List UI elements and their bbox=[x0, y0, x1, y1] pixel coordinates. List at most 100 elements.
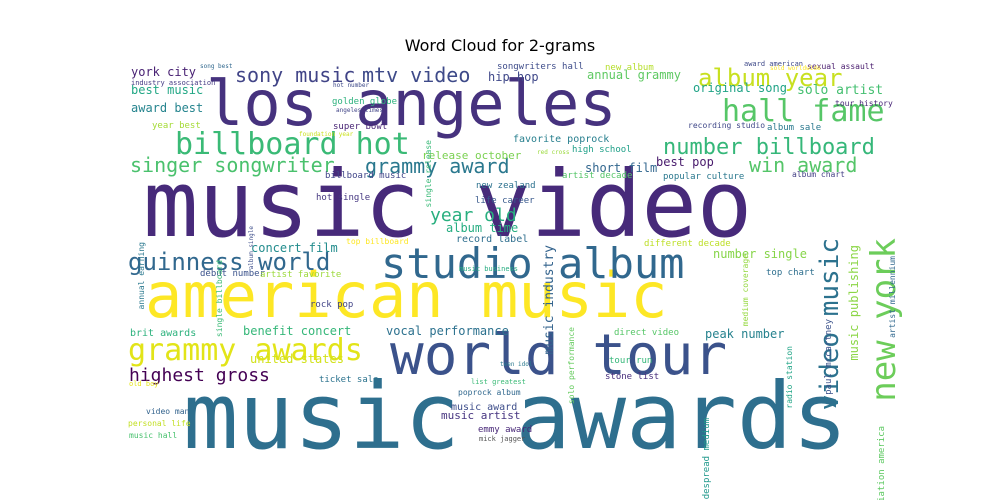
word-music-award: music award bbox=[451, 402, 517, 413]
word-world-tour: world tour bbox=[390, 323, 727, 388]
word-billboard-hot: billboard hot bbox=[175, 127, 410, 162]
word-teen-idol: teen idol bbox=[500, 361, 533, 368]
word-vocal-performance: vocal performance bbox=[386, 324, 509, 338]
word-grammy-award: grammy award bbox=[365, 154, 510, 178]
word-mick-jagger: mick jagger bbox=[479, 435, 525, 443]
word-best-music: best music bbox=[131, 83, 203, 97]
word-hot-number: hot number bbox=[333, 82, 370, 89]
word-music-business: music business bbox=[459, 265, 518, 273]
word-rock-pop: rock pop bbox=[310, 300, 353, 310]
word-list-greatest: list greatest bbox=[471, 378, 526, 386]
word-stone-list: stone list bbox=[605, 372, 659, 382]
word-personal-life: personal life bbox=[128, 419, 191, 428]
word-brit-awards: brit awards bbox=[130, 328, 196, 339]
word-emmy-award: emmy award bbox=[478, 425, 532, 435]
word-direct-video: direct video bbox=[614, 328, 679, 338]
word-singer-songwriter: singer songwriter bbox=[130, 153, 335, 177]
word-artist-favorite: artist favorite bbox=[260, 270, 341, 280]
word-number-billboard: number billboard bbox=[663, 135, 875, 160]
word-new-york: new york bbox=[864, 238, 904, 402]
word-award-american: award american bbox=[744, 60, 803, 68]
word-studio-album: studio album bbox=[381, 239, 684, 288]
word-top-chart: top chart bbox=[766, 268, 815, 278]
word-medium-coverage: medium coverage bbox=[741, 254, 750, 326]
word-high-school: high school bbox=[572, 145, 632, 155]
word-music-video: music video bbox=[143, 151, 752, 258]
word-paul-mccartney: paul mccartney bbox=[824, 318, 834, 394]
word-super-bowl: super bowl bbox=[333, 122, 387, 132]
word-different-decade: different decade bbox=[644, 239, 731, 249]
word-old-boy: old boy bbox=[129, 380, 159, 388]
word-original-song: original song bbox=[693, 81, 787, 95]
word-guinness-world: guinness world bbox=[128, 248, 330, 276]
word-video-music: video music bbox=[815, 238, 845, 410]
word-album-chart: album chart bbox=[792, 170, 845, 179]
word-association-america: association america bbox=[877, 426, 887, 500]
word-music-publishing: music publishing bbox=[847, 245, 861, 361]
word-tour-run: tour run bbox=[609, 356, 652, 366]
word-annual-grammy: annual grammy bbox=[587, 68, 681, 82]
chart-title: Word Cloud for 2-grams bbox=[404, 36, 596, 55]
word-release-october: release october bbox=[422, 149, 522, 162]
word-widespread-medium: widespread medium bbox=[702, 418, 712, 500]
word-win-award: win award bbox=[749, 153, 857, 177]
word-music-awards: music awards bbox=[183, 363, 848, 470]
word-artist-decade: artist decade bbox=[562, 171, 632, 181]
word-foundation-year: foundation year bbox=[299, 131, 354, 138]
word-annual-earning: annual earning bbox=[137, 242, 146, 310]
word-video-man: video man bbox=[146, 407, 190, 416]
word-poprock-album: poprock album bbox=[458, 388, 521, 397]
word-los-angeles: los angeles bbox=[206, 67, 617, 140]
word-debut-number: debut number bbox=[200, 269, 266, 279]
word-golden-globe: golden globe bbox=[332, 97, 397, 107]
word-award-best: award best bbox=[131, 101, 203, 115]
word-short-film: short film bbox=[585, 161, 657, 175]
word-year-best: year best bbox=[152, 121, 201, 131]
word-music-artist: music artist bbox=[441, 409, 520, 422]
word-hot-single: hot single bbox=[316, 193, 370, 203]
word-tour-history: tour history bbox=[835, 99, 893, 108]
word-ticket-sale: ticket sale bbox=[319, 375, 379, 385]
word-american-music: american music bbox=[145, 259, 668, 332]
word-favorite-poprock: favorite poprock bbox=[513, 134, 609, 145]
word-united-states: united states bbox=[250, 352, 344, 366]
word-new-album: new album bbox=[605, 63, 654, 73]
word-recording-studio: recording studio bbox=[688, 121, 765, 130]
word-sold-worldwide: sold worldwide bbox=[770, 65, 821, 72]
word-songwriters-hall: songwriters hall bbox=[497, 62, 584, 72]
word-radio-station: radio station bbox=[785, 346, 794, 409]
word-new-zealand: new zealand bbox=[476, 181, 536, 191]
word-best-pop: best pop bbox=[656, 155, 714, 169]
word-record-label: record label bbox=[456, 234, 528, 245]
word-song-best: song best bbox=[200, 63, 233, 70]
word-album-single: album single bbox=[248, 226, 255, 270]
word-highest-gross: highest gross bbox=[129, 365, 270, 386]
word-industry-association: industry association bbox=[131, 79, 215, 87]
word-concert-film: concert film bbox=[251, 241, 338, 255]
word-peak-number: peak number bbox=[705, 327, 784, 341]
word-sexual-assault: sexual assault bbox=[807, 62, 875, 71]
word-popular-culture: popular culture bbox=[663, 172, 744, 182]
word-angeles-times: angeles times bbox=[336, 107, 383, 114]
word-york-city: york city bbox=[131, 65, 196, 79]
word-music-industry: music industry bbox=[542, 245, 557, 355]
word-sony-music: sony music bbox=[235, 63, 355, 87]
word-year-old: year old bbox=[430, 205, 517, 226]
word-hip-hop: hip hop bbox=[488, 70, 539, 84]
word-billboard-music: billboard music bbox=[325, 171, 406, 181]
word-album-year: album year bbox=[698, 64, 843, 92]
word-artist-millennium: artist millennium bbox=[888, 256, 897, 338]
word-solo-artist: solo artist bbox=[797, 83, 883, 98]
word-single-billboard: single billboard bbox=[215, 260, 224, 337]
word-number-single: number single bbox=[713, 247, 807, 261]
word-hall-fame: hall fame bbox=[722, 94, 885, 129]
word-grammy-awards: grammy awards bbox=[128, 333, 363, 368]
word-music-hall: music hall bbox=[129, 431, 177, 440]
word-top-billboard: top billboard bbox=[346, 237, 409, 246]
word-mtv-video: mtv video bbox=[362, 63, 470, 87]
word-life-career: life career bbox=[475, 196, 535, 206]
word-solo-performance: solo performance bbox=[567, 327, 576, 404]
word-red-cross: red cross bbox=[537, 149, 570, 156]
word-album-sale: album sale bbox=[767, 123, 821, 133]
